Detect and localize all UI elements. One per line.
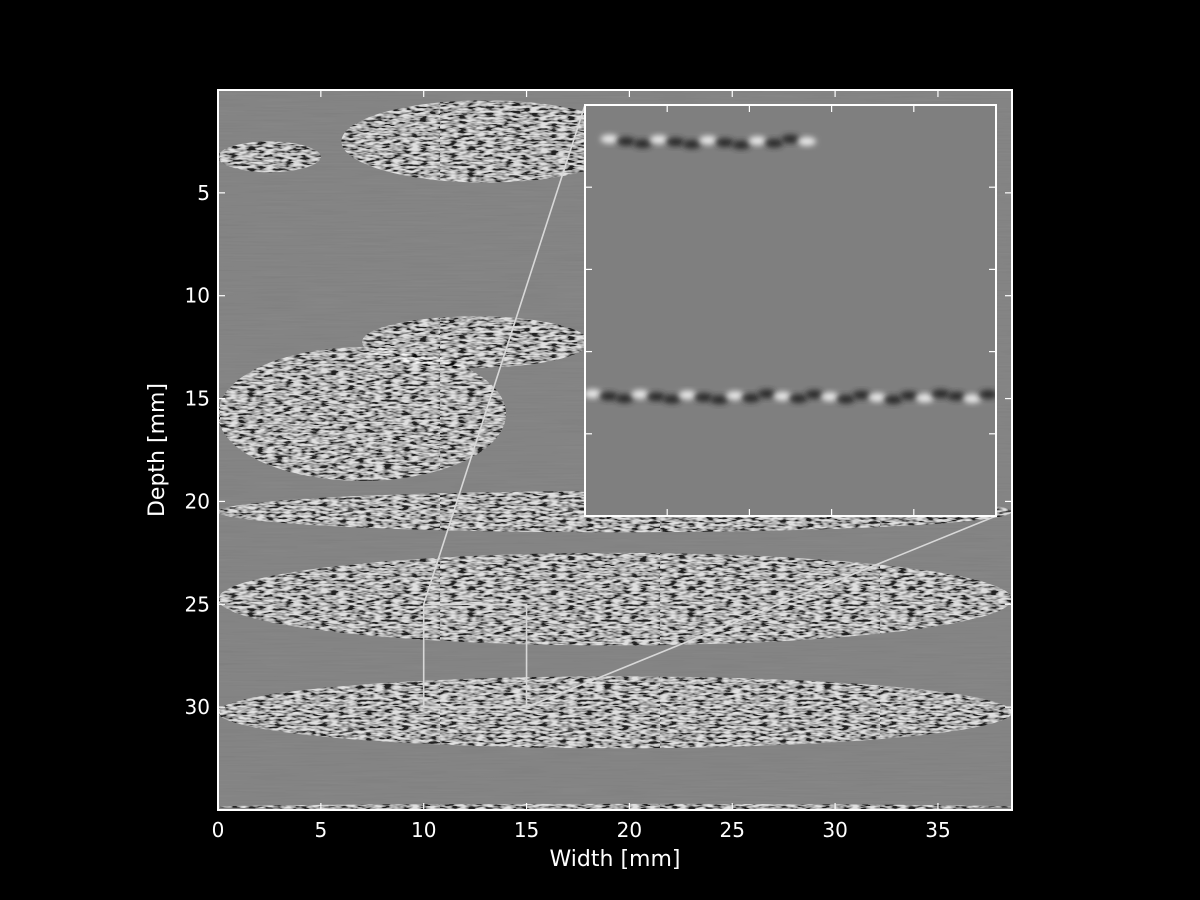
x-tick-label: 15 [514, 818, 539, 842]
inset-echo-blob [699, 135, 718, 145]
inset-echo-blob [732, 140, 751, 150]
echo-band [218, 676, 1012, 749]
y-tick-label: 15 [185, 387, 210, 411]
inset-echo-blob [797, 136, 816, 146]
inset-echo-blob [682, 139, 701, 149]
zoom-inset-ticks [585, 105, 996, 516]
inset-echo-blob [662, 394, 681, 404]
inset-echo-blob [633, 139, 652, 149]
inset-echo-blob [963, 394, 982, 404]
x-axis-label: Width [mm] [550, 847, 681, 872]
echo-band [218, 347, 506, 481]
main-axes-frame [217, 89, 1013, 811]
inset-echo-blob [805, 389, 824, 399]
inset-echo-blob [631, 389, 650, 399]
echo-band [218, 552, 1012, 646]
inset-echo-blob [694, 392, 713, 402]
inset-echo-blob [585, 389, 602, 399]
zoom-inset-frame [584, 104, 997, 517]
inset-echo-blob [821, 392, 840, 402]
inset-echo-blob [710, 395, 729, 405]
y-tick-label: 20 [185, 489, 210, 513]
inset-echo-blob [789, 394, 808, 404]
echo-band [218, 803, 1012, 810]
echo-band [218, 141, 321, 173]
zoom-indicator [422, 104, 997, 708]
x-tick-label: 5 [314, 818, 327, 842]
zoom-connector-line [526, 515, 997, 708]
inset-echo-blob [615, 394, 634, 404]
y-tick-label: 30 [185, 695, 210, 719]
inset-echo-blob [773, 391, 792, 401]
inset-echo-blob [836, 394, 855, 404]
inset-echo-blob [884, 395, 903, 405]
inset-echo-blob [726, 391, 745, 401]
x-tick-label: 10 [411, 818, 436, 842]
inset-echo-blob [931, 389, 950, 399]
inset-echo-blob [781, 134, 800, 144]
inset-echo-blob [979, 389, 996, 399]
inset-echo-blob [915, 393, 934, 403]
zoom-inset [584, 104, 997, 517]
x-tick-label: 20 [617, 818, 642, 842]
inset-echo-blob [715, 138, 734, 148]
y-tick-label: 10 [185, 284, 210, 308]
inset-echo-blob [900, 391, 919, 401]
inset-echo-blob [868, 392, 887, 402]
inset-echo-blob [666, 137, 685, 147]
inset-echo-blob [678, 390, 697, 400]
inset-echo-blob [599, 391, 618, 401]
inset-echo-blob [852, 390, 871, 400]
inset-echo-blob [757, 389, 776, 399]
x-tick-label: 0 [212, 818, 225, 842]
inset-echo-blob [649, 135, 668, 145]
inset-echo-blob [947, 391, 966, 401]
zoom-inset-echoes [585, 134, 996, 405]
zoom-connector-line [422, 104, 586, 605]
inset-echo-blob [741, 393, 760, 403]
inset-echo-blob [600, 134, 619, 144]
main-ticks: 0 5 10 15 20 25 30 35 5 10 15 20 25 30 [185, 90, 1012, 842]
y-tick-label: 25 [185, 592, 210, 616]
x-tick-label: 30 [822, 818, 847, 842]
x-tick-label: 25 [720, 818, 745, 842]
echo-band [341, 100, 630, 183]
inset-echo-blob [617, 136, 636, 146]
y-axis-label: Depth [mm] [145, 383, 170, 517]
inset-echo-blob [765, 138, 784, 148]
inset-echo-blob [748, 136, 767, 146]
zoom-region-box [422, 603, 528, 708]
x-tick-label: 35 [925, 818, 950, 842]
zoom-inset-image [585, 105, 996, 516]
y-tick-label: 5 [197, 181, 210, 205]
inset-echo-blob [647, 392, 666, 402]
